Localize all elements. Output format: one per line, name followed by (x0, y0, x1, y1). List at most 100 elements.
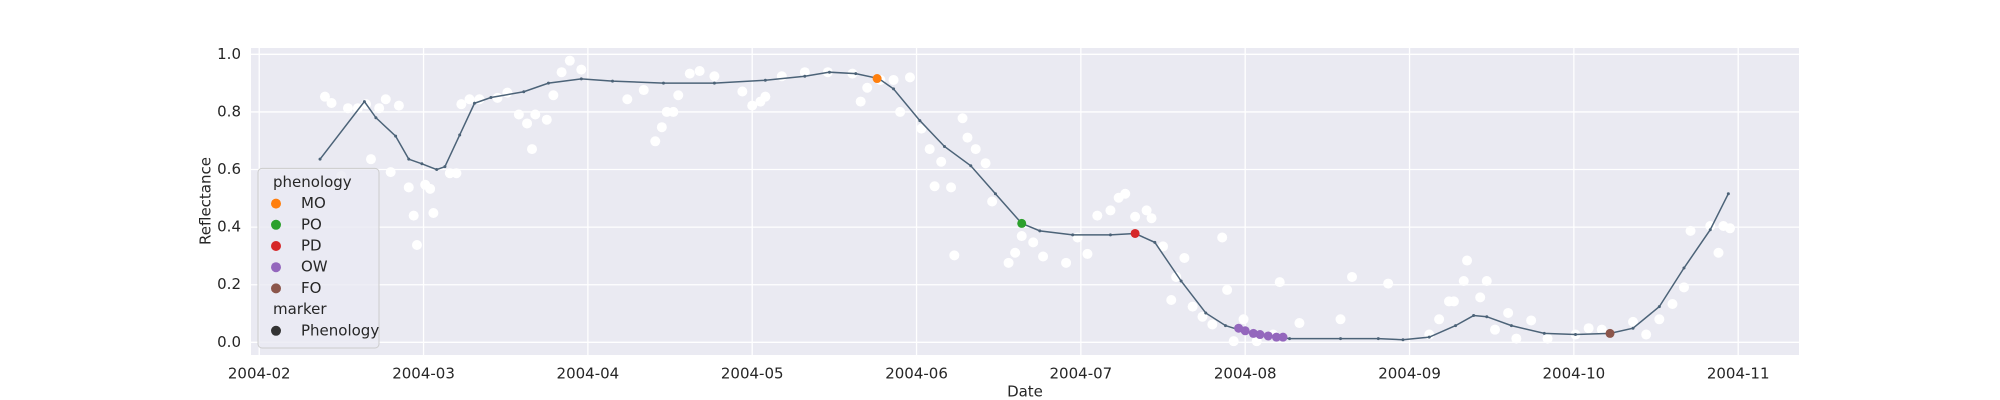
legend-swatch (271, 283, 281, 294)
curve-vertex (1427, 335, 1431, 339)
observation-point (1179, 252, 1190, 263)
observation-point (946, 182, 957, 193)
curve-vertex (1454, 324, 1458, 328)
y-tick-label: 0.8 (217, 102, 241, 120)
observation-point (428, 208, 439, 219)
curve-vertex (1574, 333, 1578, 337)
plot-area (251, 48, 1799, 355)
observation-point (1542, 333, 1553, 344)
observation-point (1072, 232, 1083, 243)
x-axis-label: Date (1007, 383, 1043, 400)
observation-point (1641, 329, 1652, 340)
observation-point (1526, 315, 1537, 326)
curve-vertex (435, 168, 439, 172)
curve-vertex (854, 72, 858, 76)
observation-point (1016, 231, 1027, 242)
observation-point (492, 92, 503, 103)
curve-vertex (472, 101, 476, 105)
observation-point (987, 196, 998, 207)
observation-point (694, 66, 705, 77)
observation-point (385, 167, 396, 178)
x-tick-label: 2004-05 (721, 365, 784, 383)
observation-point (962, 132, 973, 143)
observation-point (1685, 225, 1696, 236)
observation-point (1448, 296, 1459, 307)
observation-point (1335, 314, 1346, 325)
x-tick-label: 2004-02 (228, 365, 291, 383)
legend-label: PD (301, 237, 322, 255)
observation-point (456, 99, 467, 110)
observation-point (513, 109, 524, 120)
observation-point (656, 122, 667, 133)
observation-point (1141, 205, 1152, 216)
observation-point (1724, 223, 1735, 234)
curve-vertex (458, 133, 462, 137)
curve-vertex (1485, 315, 1489, 319)
curve-vertex (1401, 338, 1405, 342)
observation-point (464, 94, 475, 105)
observation-point (888, 74, 899, 85)
phenology-marker (1017, 218, 1027, 228)
curve-vertex (1288, 337, 1292, 341)
observation-point (684, 68, 695, 79)
observation-point (1596, 324, 1607, 335)
x-tick-label: 2004-07 (1050, 365, 1113, 383)
observation-point (1082, 248, 1093, 259)
phenology-marker (1240, 326, 1250, 336)
observation-point (638, 85, 649, 96)
observation-point (326, 98, 337, 109)
observation-point (862, 82, 873, 93)
curve-vertex (969, 164, 973, 168)
x-tick-label: 2004-08 (1214, 365, 1277, 383)
observation-point (855, 96, 866, 107)
observation-point (1511, 333, 1522, 344)
curve-vertex (712, 81, 716, 85)
curve-vertex (443, 165, 447, 169)
curve-vertex (1108, 233, 1112, 237)
observation-point (365, 154, 376, 165)
observation-point (1061, 257, 1072, 268)
phenology-marker (1255, 330, 1265, 340)
phenology-marker (1271, 332, 1281, 342)
curve-vertex (993, 192, 997, 196)
curve-vertex (1376, 337, 1380, 341)
legend-swatch (271, 219, 281, 230)
observation-point (1667, 299, 1678, 310)
curve-vertex (1509, 324, 1513, 328)
curve-vertex (522, 90, 526, 94)
observation-point (1383, 278, 1394, 289)
curve-vertex (1339, 337, 1343, 341)
curve-vertex (1223, 324, 1227, 328)
curve-vertex (1038, 229, 1042, 233)
legend: phenology MO PO PD OW FO marker Phenology (257, 167, 380, 349)
y-axis-label: Reflectance (197, 157, 215, 245)
legend-label: MO (301, 194, 326, 212)
observation-point (541, 114, 552, 125)
observation-point (1274, 277, 1285, 288)
observation-point (949, 250, 960, 261)
observation-point (1678, 282, 1689, 293)
curve-vertex (318, 157, 322, 161)
observation-point (342, 103, 353, 114)
marks (318, 55, 1735, 347)
observation-point (1434, 314, 1445, 325)
curve-vertex (1657, 305, 1661, 309)
legend-swatch (271, 198, 281, 209)
observation-point (1238, 314, 1249, 325)
observation-point (1130, 211, 1141, 222)
x-tick-label: 2004-10 (1543, 365, 1606, 383)
observation-point (522, 118, 533, 129)
y-tick-label: 0.2 (217, 275, 241, 293)
observation-point (1217, 232, 1228, 243)
observation-point (1458, 275, 1469, 286)
legend-label: PO (301, 215, 322, 233)
curve-vertex (374, 116, 378, 120)
phenology-marker (872, 74, 882, 84)
observation-point (776, 71, 787, 82)
legend-title: phenology (273, 173, 352, 191)
legend-title: marker (273, 300, 327, 318)
observation-point (1038, 251, 1049, 262)
observation-point (622, 94, 633, 105)
curve-vertex (1708, 228, 1712, 232)
observation-point (1347, 271, 1358, 282)
